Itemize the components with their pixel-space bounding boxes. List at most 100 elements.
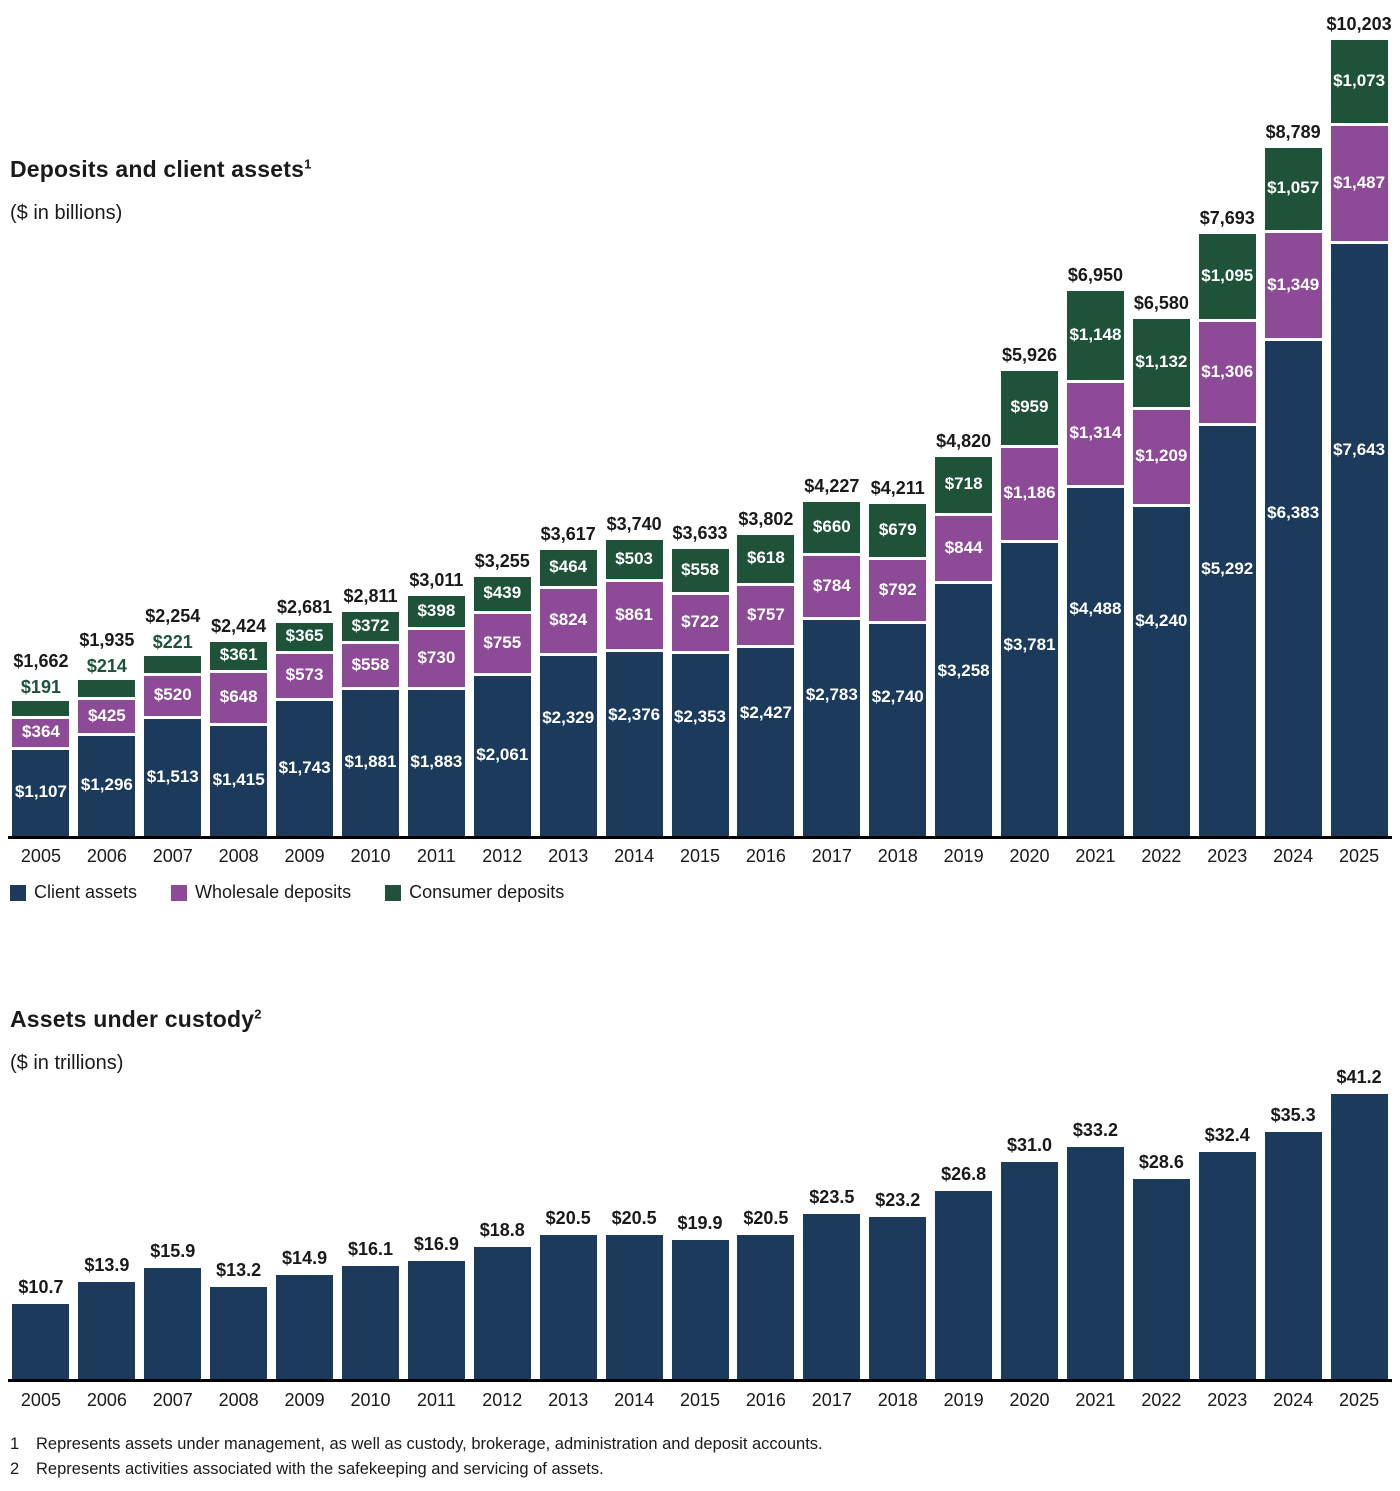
segment-value-label: $679: [878, 519, 917, 539]
segment-wholesale-deposits: $1,306: [1198, 322, 1256, 423]
bar-group-2021: $33.2: [1063, 1067, 1129, 1379]
bar-value-label: $15.9: [150, 1241, 196, 1261]
total-value-label: $3,740: [606, 514, 662, 534]
bar-2019: [935, 1191, 993, 1379]
segment-consumer-deposits: $365: [276, 623, 334, 651]
segment-wholesale-deposits: $1,349: [1264, 233, 1322, 338]
bar-group-2023: $7,693 $1,095 $1,306 $5,292: [1194, 4, 1260, 836]
bar-value-label: $18.8: [479, 1220, 525, 1240]
chart-subtitle: ($ in billions): [10, 202, 123, 224]
total-value-label: $7,693: [1199, 208, 1255, 228]
bar-2005: [12, 1304, 70, 1379]
x-axis-label-2014: 2014: [614, 846, 655, 866]
bar-group-2011: $16.9: [403, 1067, 469, 1379]
segment-wholesale-deposits: $648: [210, 673, 268, 723]
bar-value-label: $10.7: [18, 1277, 64, 1297]
x-axis-label-2011: 2011: [417, 846, 456, 866]
bar-value-label: $20.5: [743, 1208, 789, 1228]
segment-value-label: $1,306: [1201, 361, 1254, 381]
segment-client-assets: $2,740: [869, 624, 927, 836]
segment-wholesale-deposits: $844: [935, 516, 993, 581]
bar-value-label: $19.9: [677, 1213, 723, 1233]
segment-value-label: $1,107: [14, 782, 67, 801]
bar-2014: [605, 1235, 663, 1379]
bar-value-label: $33.2: [1072, 1120, 1118, 1140]
total-value-label: $1,935: [79, 630, 135, 650]
segment-value-label: $2,353: [674, 706, 727, 726]
segment-value-label: $2,329: [542, 708, 595, 727]
x-axis-label-2025: 2025: [1339, 1390, 1380, 1410]
segment-value-label: $364: [22, 722, 60, 741]
segment-value-label: $1,095: [1201, 265, 1254, 285]
segment-consumer-deposits: [12, 701, 70, 716]
segment-consumer-deposits: $679: [869, 504, 927, 557]
segment-value-label: $520: [153, 685, 192, 704]
segment-consumer-deposits: $1,148: [1066, 291, 1124, 380]
segment-value-label: $1,209: [1135, 446, 1188, 465]
segment-value-label: $3,258: [937, 661, 990, 681]
segment-client-assets: $5,292: [1198, 426, 1256, 836]
segment-value-label: $361: [219, 645, 258, 664]
segment-consumer-deposits: $1,057: [1264, 148, 1322, 230]
x-axis-label-2007: 2007: [152, 846, 193, 866]
legend: Client assets Wholesale deposits Consumer …: [10, 882, 564, 903]
segment-value-label: $792: [878, 579, 917, 599]
segment-value-label: $372: [351, 615, 390, 635]
bar-2017: [803, 1214, 861, 1379]
segment-value-label-consumer-deposits: $191: [20, 677, 61, 697]
bar-group-2023: $32.4: [1194, 1067, 1260, 1379]
bar-group-2005: $1,662 $191 $364 $1,107: [8, 4, 74, 836]
x-axis-label-2018: 2018: [877, 1390, 918, 1410]
segment-value-label: $558: [681, 559, 719, 579]
segment-value-label: $558: [351, 654, 390, 674]
segment-value-label: $757: [747, 604, 785, 624]
x-axis-label-2022: 2022: [1141, 846, 1182, 866]
bar-2024: [1264, 1132, 1322, 1379]
x-axis-label-2019: 2019: [943, 1390, 984, 1410]
x-axis-label-2021: 2021: [1075, 846, 1116, 866]
segment-value-label: $7,643: [1333, 440, 1386, 460]
bar-group-2025: $41.2: [1326, 1067, 1392, 1379]
segment-consumer-deposits: $464: [539, 550, 597, 586]
legend-swatch-consumer-deposits: [385, 884, 402, 901]
segment-client-assets: $2,061: [473, 676, 531, 836]
x-axis-label-2018: 2018: [877, 846, 918, 866]
segment-value-label: $1,349: [1267, 274, 1320, 294]
plot-area-deposits: $1,662 $191 $364 $1,107 $1,935 $214 $425 $1,296…: [8, 4, 1392, 839]
footnote-marker-2: 2: [254, 1006, 262, 1022]
bar-group-2018: $23.2: [865, 1067, 931, 1379]
total-value-label: $4,227: [804, 476, 860, 496]
segment-value-label: $1,314: [1069, 423, 1122, 442]
footnote-1: 1 Represents assets under management, as …: [10, 1432, 1390, 1457]
x-axis-label-2020: 2020: [1009, 1390, 1050, 1410]
bar-2010: [341, 1266, 399, 1379]
segment-client-assets: $3,258: [935, 584, 993, 836]
bar-group-2021: $6,950 $1,148 $1,314 $4,488: [1063, 4, 1129, 836]
bar-value-label: $16.9: [413, 1234, 459, 1254]
bar-group-2010: $2,811 $372 $558 $1,881: [338, 4, 404, 836]
footnotes: 1 Represents assets under management, as …: [10, 1432, 1390, 1482]
segment-value-label: $618: [747, 548, 785, 567]
x-axis-label-2009: 2009: [284, 1390, 325, 1410]
x-axis-deposits: 2005 2006 2007 2008 2009 2010 2011 2012 2013 2014…: [8, 846, 1392, 867]
segment-value-label: $861: [615, 604, 654, 624]
bar-value-label: $31.0: [1007, 1135, 1053, 1155]
x-axis-label-2016: 2016: [745, 1390, 786, 1410]
total-value-label: $2,681: [277, 597, 333, 617]
footnote-number: 2: [10, 1460, 20, 1478]
x-axis-label-2023: 2023: [1207, 846, 1248, 866]
segment-client-assets: $1,107: [12, 750, 70, 836]
segment-value-label: $824: [549, 610, 588, 629]
bar-group-2015: $19.9: [667, 1067, 733, 1379]
bar-2023: [1198, 1152, 1256, 1379]
segment-value-label: $425: [87, 705, 126, 725]
segment-consumer-deposits: $959: [1001, 371, 1059, 445]
segment-value-label: $503: [615, 548, 654, 568]
x-axis-label-2025: 2025: [1339, 846, 1380, 866]
bar-group-2007: $2,254 $221 $520 $1,513: [140, 4, 206, 836]
chart-title-text: Assets under custody: [10, 1006, 255, 1032]
x-axis-label-2009: 2009: [284, 846, 325, 866]
total-value-label: $1,662: [13, 651, 69, 671]
segment-wholesale-deposits: $755: [473, 614, 531, 673]
segment-value-label: $6,383: [1267, 503, 1320, 523]
